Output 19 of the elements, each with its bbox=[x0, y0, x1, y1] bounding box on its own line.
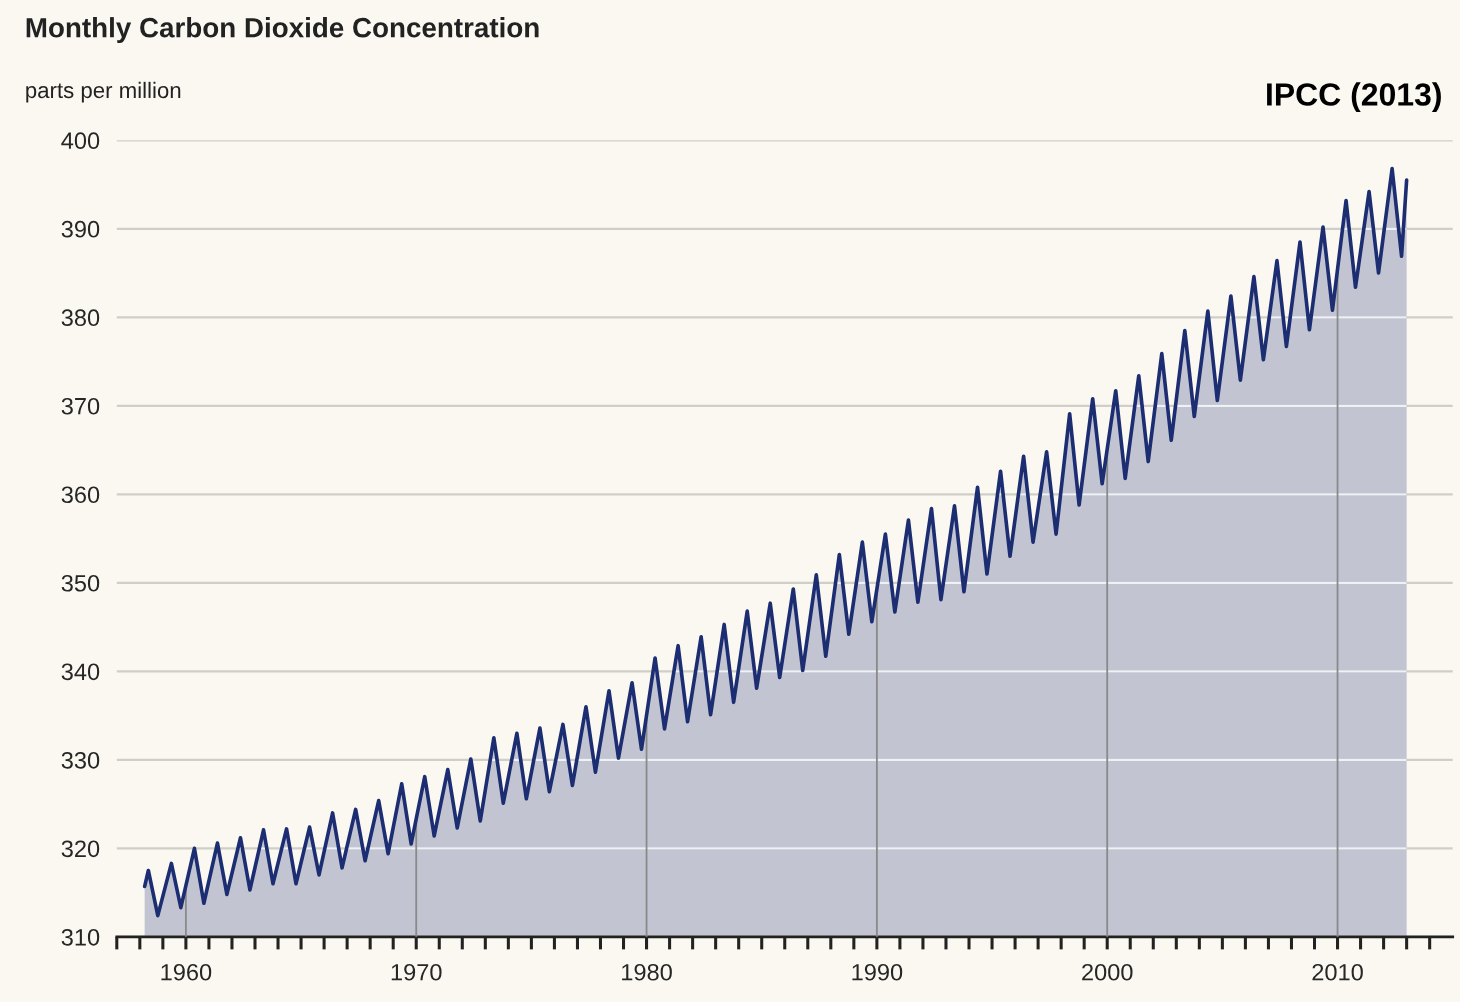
chart-title: Monthly Carbon Dioxide Concentration bbox=[26, 17, 539, 44]
y-tick-label: 340 bbox=[61, 663, 100, 681]
y-tick-label: 360 bbox=[61, 486, 100, 504]
text: IPCC (2013) bbox=[1267, 82, 1441, 113]
x-tick-label: 1970 bbox=[391, 963, 442, 981]
y-tick-label: 350 bbox=[61, 574, 100, 592]
x-tick-label: 2000 bbox=[1082, 963, 1133, 981]
y-tick-label: 320 bbox=[61, 840, 100, 858]
x-tick-label: 1960 bbox=[161, 963, 212, 981]
y-tick-label: 370 bbox=[61, 397, 100, 415]
y-tick-label: 380 bbox=[61, 309, 100, 327]
x-tick-label: 1990 bbox=[852, 963, 903, 981]
y-tick-label: 390 bbox=[61, 220, 100, 238]
y-tick-label: 330 bbox=[61, 751, 100, 769]
y-axis-title: parts per million bbox=[26, 81, 181, 103]
x-tick-label: 2010 bbox=[1312, 963, 1363, 981]
y-tick-label: 400 bbox=[61, 132, 100, 150]
y-tick-label: 310 bbox=[61, 928, 100, 946]
x-tick-label: 1980 bbox=[622, 963, 672, 981]
